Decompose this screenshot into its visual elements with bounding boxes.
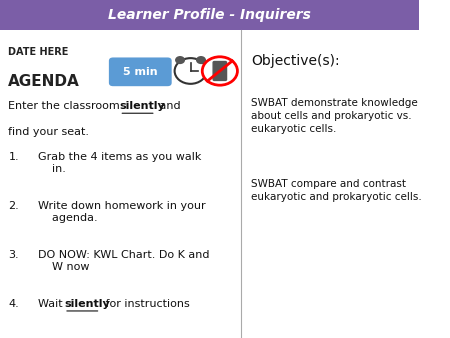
Circle shape [175, 56, 185, 64]
Text: for instructions: for instructions [102, 299, 189, 309]
Text: silently: silently [64, 299, 110, 309]
Text: DO NOW: KWL Chart. Do K and
    W now: DO NOW: KWL Chart. Do K and W now [38, 250, 209, 272]
Text: DATE HERE: DATE HERE [9, 47, 69, 57]
Text: 1.: 1. [9, 152, 19, 162]
Text: Objective(s):: Objective(s): [251, 54, 340, 68]
Text: SWBAT compare and contrast
eukaryotic and prokaryotic cells.: SWBAT compare and contrast eukaryotic an… [251, 179, 422, 202]
Text: silently: silently [119, 101, 165, 112]
Text: Write down homework in your
    agenda.: Write down homework in your agenda. [38, 201, 205, 223]
Text: 5 min: 5 min [123, 67, 158, 77]
Text: and: and [156, 101, 180, 112]
Circle shape [175, 58, 207, 84]
Circle shape [196, 56, 206, 64]
Text: Learner Profile - Inquirers: Learner Profile - Inquirers [108, 8, 311, 22]
Text: SWBAT demonstrate knowledge
about cells and prokaryotic vs.
eukaryotic cells.: SWBAT demonstrate knowledge about cells … [251, 98, 418, 135]
Text: Wait: Wait [38, 299, 66, 309]
FancyBboxPatch shape [0, 0, 419, 30]
FancyBboxPatch shape [213, 62, 226, 80]
Text: AGENDA: AGENDA [9, 74, 80, 89]
FancyBboxPatch shape [109, 57, 172, 86]
Text: 4.: 4. [9, 299, 19, 309]
Circle shape [202, 57, 238, 85]
Text: 3.: 3. [9, 250, 19, 260]
Text: Enter the classroom: Enter the classroom [9, 101, 124, 112]
Text: Grab the 4 items as you walk
    in.: Grab the 4 items as you walk in. [38, 152, 201, 174]
Text: 2.: 2. [9, 201, 19, 211]
Text: find your seat.: find your seat. [9, 127, 90, 137]
